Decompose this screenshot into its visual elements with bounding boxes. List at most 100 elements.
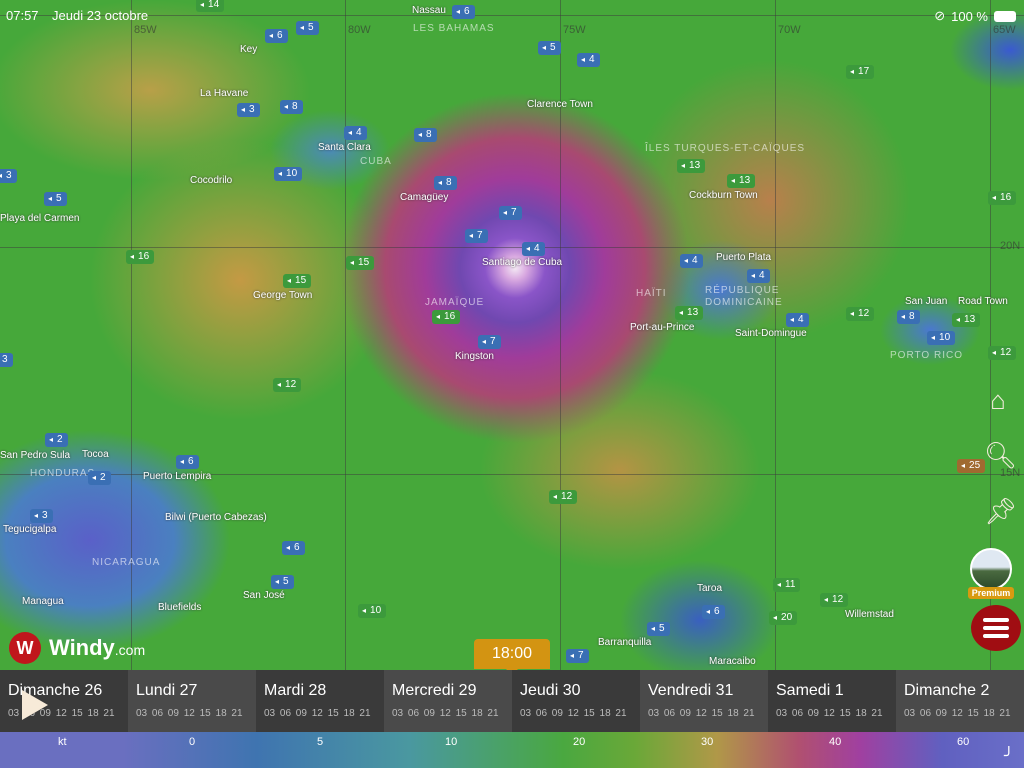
wind-speed: 3 [2, 354, 8, 365]
wind-badge[interactable]: ◂ 2 [45, 433, 68, 447]
place-label: Clarence Town [527, 99, 593, 110]
play-button[interactable] [22, 690, 48, 720]
wind-badge[interactable]: ◂ 13 [675, 306, 704, 320]
resize-handle-icon[interactable]: ╯ [1004, 748, 1014, 765]
wind-direction-icon: ◂ [275, 577, 280, 586]
wind-badge[interactable]: ◂ 4 [577, 53, 600, 67]
search-icon: 🔍︎ [984, 440, 1018, 470]
wind-badge[interactable]: ◂ 16 [988, 191, 1017, 205]
wind-badge[interactable]: ◂ 12 [846, 307, 875, 321]
wind-direction-icon: ◂ [992, 193, 997, 202]
wind-badge[interactable]: ◂ 17 [846, 65, 875, 79]
wind-badge[interactable]: ◂ 4 [747, 269, 770, 283]
wind-badge[interactable]: ◂ 7 [465, 229, 488, 243]
wind-direction-icon: ◂ [269, 31, 274, 40]
wind-badge[interactable]: ◂ 2 [88, 471, 111, 485]
wind-speed: 6 [188, 456, 194, 467]
wind-badge[interactable]: ◂ 8 [897, 310, 920, 324]
wind-speed: 2 [57, 434, 63, 445]
place-label: Barranquilla [598, 637, 652, 648]
timeline-day[interactable]: Dimanche 26 03 06 09 12 15 18 21 [0, 670, 128, 732]
timeline-day[interactable]: Lundi 27 03 06 09 12 15 18 21 [128, 670, 256, 732]
wind-map[interactable]: 85W 80W 75W 70W 65W 20N 15N Key Nassau Clarence T… [0, 0, 1024, 670]
wind-badge[interactable]: ◂ 7 [478, 335, 501, 349]
wind-badge[interactable]: ◂ 4 [786, 313, 809, 327]
wind-badge[interactable]: ◂ 10 [358, 604, 387, 618]
wind-badge[interactable]: ◂ 6 [176, 455, 199, 469]
wind-badge[interactable]: ◂ 16 [432, 310, 461, 324]
wind-badge[interactable]: ◂ 5 [538, 41, 561, 55]
wind-badge[interactable]: ◂ 12 [988, 346, 1017, 360]
menu-icon [983, 618, 1009, 622]
premium-badge[interactable]: Premium [968, 587, 1014, 599]
place-label: Cockburn Town [689, 190, 758, 201]
wind-direction-icon: ◂ [48, 194, 53, 203]
wind-badge[interactable]: ◂ 15 [283, 274, 312, 288]
pin-button[interactable]: 📌︎ [984, 496, 1017, 527]
wind-badge[interactable]: ◂ 7 [499, 206, 522, 220]
wind-badge[interactable]: ◂ 12 [273, 378, 302, 392]
wind-badge[interactable]: ◂ 5 [296, 21, 319, 35]
battery-percent: 100 % [951, 8, 988, 24]
wind-speed: 5 [308, 22, 314, 33]
timeline-day[interactable]: Jeudi 30 03 06 09 12 15 18 21 [512, 670, 640, 732]
wind-badge[interactable]: ◂ 6 [702, 605, 725, 619]
wind-badge[interactable]: ◂3 [0, 353, 13, 367]
timeline[interactable]: Dimanche 26 03 06 09 12 15 18 21 Lundi 27 0… [0, 670, 1024, 732]
wind-badge[interactable]: ◂ 6 [282, 541, 305, 555]
wind-badge[interactable]: ◂ 7 [566, 649, 589, 663]
search-button[interactable]: 🔍︎ [984, 440, 1017, 471]
wind-badge[interactable]: ◂ 20 [769, 611, 798, 625]
grid-line-lon [775, 0, 776, 670]
wind-badge[interactable]: ◂3 [237, 103, 260, 117]
wind-badge[interactable]: ◂ 12 [820, 593, 849, 607]
timeline-day[interactable]: Samedi 1 03 06 09 12 15 18 21 [768, 670, 896, 732]
wind-speed: 5 [56, 193, 62, 204]
wind-direction-icon: ◂ [130, 252, 135, 261]
wind-direction-icon: ◂ [350, 258, 355, 267]
wind-badge[interactable]: ◂ 4 [680, 254, 703, 268]
wind-badge[interactable]: ◂ 12 [549, 490, 578, 504]
wind-badge[interactable]: ◂ 10 [927, 331, 956, 345]
windy-logo[interactable]: W Windy.com [9, 632, 145, 664]
timeline-day[interactable]: Mercredi 29 03 06 09 12 15 18 21 [384, 670, 512, 732]
wind-direction-icon: ◂ [362, 606, 367, 615]
place-label: Nassau [412, 5, 446, 16]
wind-badge[interactable]: ◂ 4 [344, 126, 367, 140]
wind-badge[interactable]: ◂ 5 [271, 575, 294, 589]
premium-avatar[interactable] [970, 548, 1012, 590]
wind-badge[interactable]: ◂ 11 [773, 578, 801, 592]
home-button[interactable]: ⌂ [984, 385, 1012, 416]
wind-badge[interactable]: ◂ 8 [414, 128, 437, 142]
wind-badge[interactable]: ◂ 16 [126, 250, 155, 264]
wind-badge[interactable]: ◂ 13 [677, 159, 706, 173]
wind-badge[interactable]: ◂ 13 [952, 313, 981, 327]
wind-badge[interactable]: ◂ 4 [522, 242, 545, 256]
wind-badge[interactable]: ◂ 5 [647, 622, 670, 636]
timeline-day[interactable]: Dimanche 2 03 06 09 12 15 18 21 [896, 670, 1024, 732]
home-icon: ⌂ [990, 385, 1006, 415]
selected-time[interactable]: 18:00 [474, 639, 550, 675]
menu-button[interactable] [971, 605, 1021, 651]
grid-line-lon [990, 0, 991, 670]
wind-badge[interactable]: ◂ 10 [274, 167, 303, 181]
wind-direction-icon: ◂ [684, 256, 689, 265]
wind-badge[interactable]: ◂ 6 [452, 5, 475, 19]
wind-badge[interactable]: ◂ 13 [727, 174, 756, 188]
wind-badge[interactable]: ◂3 [0, 169, 17, 183]
wind-badge[interactable]: ◂ 8 [434, 176, 457, 190]
wind-direction-icon: ◂ [824, 595, 829, 604]
wind-badge[interactable]: ◂ 6 [265, 29, 288, 43]
wind-badge[interactable]: ◂ 8 [280, 100, 303, 114]
wind-badge[interactable]: ◂ 25 [957, 459, 986, 473]
legend-tick: 5 [317, 736, 324, 748]
timeline-day[interactable]: Mardi 28 03 06 09 12 15 18 21 [256, 670, 384, 732]
timeline-day[interactable]: Vendredi 31 03 06 09 12 15 18 21 [640, 670, 768, 732]
wind-speed: 3 [6, 170, 12, 181]
wind-badge[interactable]: ◂3 [30, 509, 53, 523]
place-label: Taroa [697, 583, 723, 594]
wind-badge[interactable]: ◂ 5 [44, 192, 67, 206]
wind-badge[interactable]: ◂ 15 [346, 256, 375, 270]
grid-label-lat: 20N [1000, 240, 1021, 252]
wind-badge[interactable]: ◂ 14 [196, 0, 225, 12]
